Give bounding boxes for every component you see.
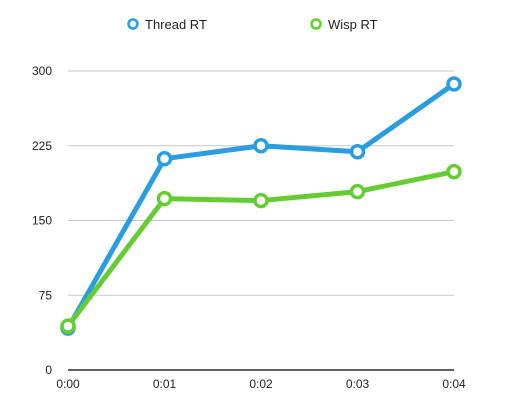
series-wisp-rt (60, 163, 462, 334)
data-point (349, 183, 366, 200)
legend-label: Wisp RT (328, 17, 378, 32)
data-point (156, 190, 173, 207)
y-tick-label: 225 (32, 139, 52, 153)
y-tick-label: 150 (32, 214, 52, 228)
y-axis-ticks: 0 75 150 225 300 (32, 64, 52, 377)
legend: Thread RT Wisp RT (127, 17, 378, 32)
data-point (446, 76, 462, 92)
legend-item: Thread RT (127, 17, 207, 32)
y-tick-label: 75 (39, 288, 53, 302)
y-tick-label: 0 (45, 363, 52, 377)
legend-marker (127, 18, 139, 30)
data-point (60, 318, 76, 334)
x-tick-label: 0:01 (153, 377, 177, 391)
series-thread-rt (60, 76, 462, 336)
x-tick-label: 0:04 (442, 377, 466, 391)
series-layer (60, 76, 462, 336)
gridlines (68, 70, 454, 371)
data-point (253, 138, 269, 154)
data-point (446, 163, 462, 180)
legend-marker (310, 18, 322, 30)
x-tick-label: 0:03 (346, 377, 370, 391)
x-axis-ticks: 0:00 0:01 0:02 0:03 0:04 (56, 377, 466, 391)
x-tick-label: 0:02 (249, 377, 273, 391)
data-point (253, 192, 269, 209)
data-point (156, 150, 173, 167)
data-point (349, 143, 366, 160)
x-tick-label: 0:00 (56, 377, 80, 391)
legend-item: Wisp RT (310, 17, 378, 32)
legend-label: Thread RT (145, 17, 207, 32)
y-tick-label: 300 (32, 64, 52, 78)
